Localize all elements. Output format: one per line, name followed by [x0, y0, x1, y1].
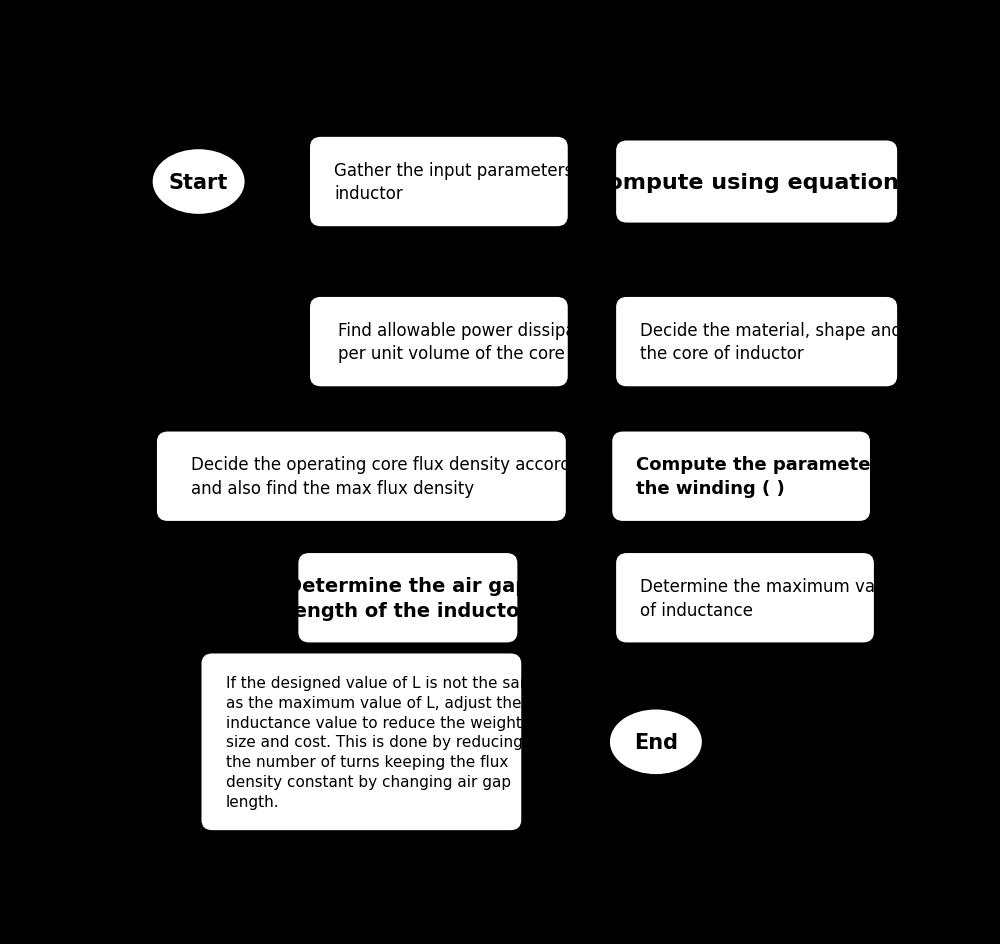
Text: Start: Start: [169, 173, 228, 193]
FancyBboxPatch shape: [203, 655, 520, 829]
FancyBboxPatch shape: [618, 555, 872, 641]
FancyBboxPatch shape: [300, 555, 516, 641]
Text: Decide the operating core flux density accordingly
and also find the max flux de: Decide the operating core flux density a…: [191, 456, 611, 497]
Ellipse shape: [154, 151, 243, 213]
Text: Determine the air gap
length of the inductor: Determine the air gap length of the indu…: [286, 576, 529, 620]
Ellipse shape: [611, 711, 700, 773]
Text: Find allowable power dissipation
per unit volume of the core: Find allowable power dissipation per uni…: [338, 322, 607, 363]
Text: Decide the material, shape and size for
the core of inductor: Decide the material, shape and size for …: [640, 322, 968, 363]
Text: Compute using equation 5: Compute using equation 5: [591, 173, 922, 193]
Text: If the designed value of L is not the same
as the maximum value of L, adjust the: If the designed value of L is not the sa…: [226, 675, 544, 809]
FancyBboxPatch shape: [614, 433, 869, 520]
FancyBboxPatch shape: [311, 139, 566, 226]
Text: Compute the parameters for
the winding ( ): Compute the parameters for the winding (…: [637, 456, 926, 497]
FancyBboxPatch shape: [158, 433, 564, 520]
FancyBboxPatch shape: [311, 299, 566, 385]
Text: Gather the input parameters for
inductor: Gather the input parameters for inductor: [334, 161, 602, 203]
FancyBboxPatch shape: [618, 143, 896, 222]
FancyBboxPatch shape: [618, 299, 896, 385]
Text: Determine the maximum value
of inductance: Determine the maximum value of inductanc…: [640, 578, 901, 619]
Text: End: End: [634, 732, 678, 752]
